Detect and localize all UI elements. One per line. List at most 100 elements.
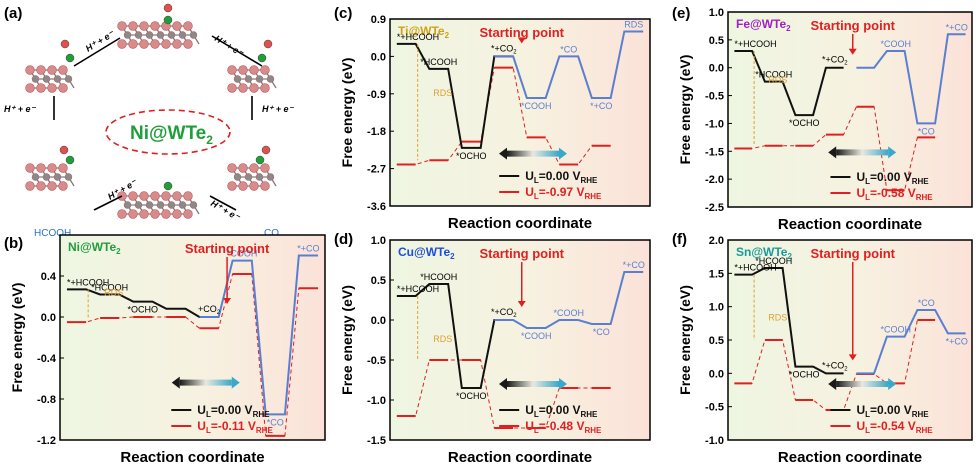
- panel-label: (e): [672, 5, 690, 22]
- y-tick-label: 1.5: [709, 268, 724, 280]
- te-atom: [47, 83, 57, 93]
- label-initial: *+HCOOH: [734, 263, 776, 273]
- direction-arrow-right: [888, 378, 897, 390]
- w-atom: [156, 31, 165, 39]
- w-atom: [255, 173, 264, 181]
- direction-arrow-left: [171, 376, 180, 389]
- ul-zero-path-hcooh: [734, 267, 844, 375]
- ul-zero-path-co: [856, 309, 966, 375]
- step-label-1: H⁺ + e⁻: [213, 33, 246, 59]
- w-atom: [64, 173, 73, 181]
- w-atom: [134, 31, 143, 39]
- te-atom: [25, 83, 35, 93]
- adsorbate-atom: [163, 15, 173, 25]
- te-atom: [227, 65, 237, 75]
- te-atom: [150, 39, 160, 49]
- te-atom: [260, 181, 270, 191]
- te-atom: [36, 65, 46, 75]
- y-tick-label: 0.4: [41, 271, 57, 283]
- y-tick-label: -0.8: [37, 394, 56, 406]
- x-axis-title: Reaction coordinate: [448, 449, 592, 466]
- catalyst-label: Fe@WTe2: [736, 17, 791, 33]
- wte2-slab: [227, 163, 277, 191]
- label-co-path-2: *CO: [267, 417, 284, 427]
- label-co2: *+CO2: [491, 307, 517, 319]
- w-atom: [42, 173, 51, 181]
- y-axis-title: Free energy (eV): [339, 58, 355, 168]
- w-atom: [266, 173, 275, 181]
- te-atom: [183, 21, 193, 31]
- legend-entry: UL=-0.97 VRHE: [525, 185, 602, 201]
- starting-point-label: Starting point: [480, 25, 565, 40]
- te-atom: [260, 65, 270, 75]
- adsorbate-atom: [65, 155, 75, 165]
- adsorbate-atom: [163, 3, 173, 13]
- te-atom: [128, 191, 138, 201]
- label-hcooh: *HCOOH: [755, 70, 792, 80]
- label-co-path-4: *+CO: [623, 260, 645, 270]
- label-co-path-2: *COOH: [553, 308, 584, 318]
- catalyst-label: Ti@WTe2: [398, 24, 450, 40]
- ul-zero-path-co: [494, 271, 644, 329]
- w-atom: [233, 75, 242, 83]
- w-atom: [178, 31, 187, 39]
- wte2-slab: [117, 191, 200, 219]
- te-atom: [139, 209, 149, 219]
- starting-point-label: Starting point: [185, 241, 270, 256]
- w-atom: [233, 173, 242, 181]
- label-ocho: *OCHO: [789, 118, 820, 128]
- direction-arrow: [836, 149, 889, 156]
- label-rds: RDS: [433, 88, 452, 98]
- y-tick-label: 1.0: [371, 235, 386, 247]
- y-axis-title: Free energy (eV): [9, 283, 25, 393]
- te-atom: [249, 181, 259, 191]
- w-atom: [53, 173, 62, 181]
- w-atom: [31, 75, 40, 83]
- label-hcooh: *HCOOH: [91, 282, 128, 292]
- panel-label: (f): [672, 231, 687, 248]
- starting-point-label: Starting point: [811, 246, 896, 261]
- te-atom: [227, 83, 237, 93]
- wte2-slab: [25, 163, 75, 191]
- panel-a: (a) Ni@WTe2 HCOOH CO H⁺ + e⁻ H⁺ + e⁻ H⁺ + …: [4, 3, 295, 239]
- y-tick-label: -0.5: [367, 355, 386, 367]
- te-atom: [128, 21, 138, 31]
- legend-entry: UL=0.00 VRHE: [525, 403, 598, 419]
- label-hcooh: *HCOOH: [420, 272, 457, 282]
- te-atom: [172, 21, 182, 31]
- catalyst-label: Sn@WTe2: [736, 245, 792, 261]
- label-co-path-3: *+CO: [590, 101, 612, 111]
- direction-arrow-left: [499, 378, 507, 390]
- te-atom: [249, 83, 259, 93]
- panel-f: (f) Sn@WTe2 2.0 1.5 1.0 0.5 0.0 -0.5 -1.0 Free en…: [672, 231, 973, 466]
- label-ocho: *OCHO: [456, 151, 487, 161]
- reaction-step-line: [73, 37, 121, 67]
- te-atom: [139, 21, 149, 31]
- te-atom: [139, 39, 149, 49]
- center-label: Ni@WTe2: [130, 123, 213, 147]
- legend-entry: UL=0.00 VRHE: [197, 403, 270, 419]
- legend-entry: UL=-0.58 VRHE: [856, 186, 933, 202]
- legend-entry: UL=-0.48 VRHE: [525, 419, 602, 435]
- y-tick-label: 1.0: [709, 7, 724, 19]
- starting-point-arrowhead: [848, 354, 857, 361]
- te-atom: [172, 209, 182, 219]
- label-co-path-1: *COOH: [880, 39, 911, 49]
- wte2-slab: [227, 65, 277, 93]
- plot-background: [390, 19, 650, 206]
- label-co-path-3: *+CO: [297, 244, 319, 254]
- y-tick-label: -2.7: [367, 164, 386, 176]
- ul-zero-path-co: [494, 30, 644, 99]
- panel-label: (c): [334, 5, 352, 22]
- adsorbate-atom: [257, 53, 267, 63]
- w-atom: [266, 75, 275, 83]
- panel-d: (d) Cu@WTe2 1.0 0.5 0.0 -0.5 -1.0 -1.5 Free ener…: [334, 231, 651, 466]
- ul-zero-path-hcooh: [66, 288, 219, 318]
- direction-arrow-right: [888, 146, 897, 159]
- plot-background: [728, 12, 972, 207]
- te-atom: [150, 21, 160, 31]
- label-co2: +CO2: [198, 304, 221, 316]
- label-co-path-2: *CO: [560, 44, 577, 54]
- label-co2: *+CO2: [491, 43, 517, 55]
